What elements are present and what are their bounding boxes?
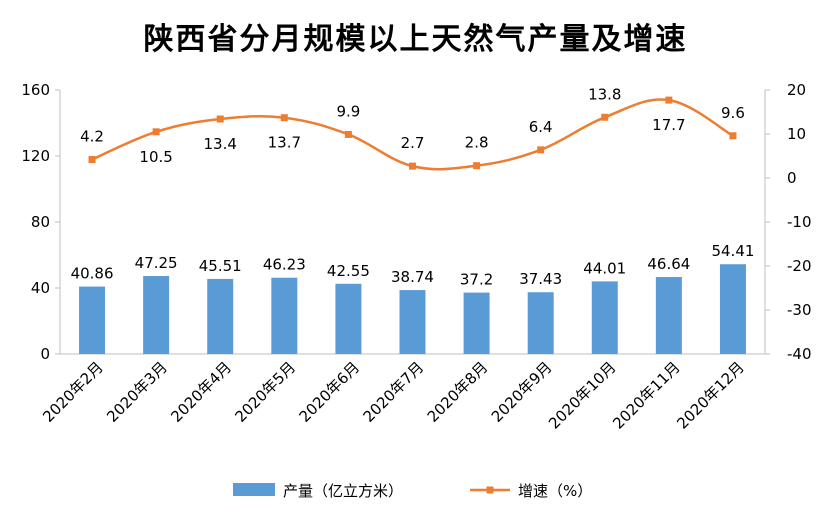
legend-bar-label: 产量（亿立方米）	[283, 482, 403, 500]
bar	[335, 283, 362, 354]
growth-data-label: 13.8	[588, 85, 621, 103]
x-tick-label: 2020年10月	[545, 358, 619, 432]
growth-marker	[88, 156, 96, 164]
bar-data-label: 37.43	[519, 270, 562, 288]
chart-title: 陕西省分月规模以上天然气产量及增速	[143, 22, 688, 57]
growth-marker	[280, 114, 288, 122]
growth-data-label: 13.7	[268, 134, 301, 152]
growth-data-label: 6.4	[529, 118, 553, 136]
growth-marker	[729, 132, 737, 140]
growth-marker	[665, 96, 673, 104]
growth-marker	[152, 128, 160, 136]
bar	[399, 290, 426, 354]
y-left-tick-label: 80	[31, 213, 50, 231]
y-right-tick-label: -30	[787, 301, 812, 319]
growth-marker	[409, 162, 416, 170]
x-tick-label: 2020年8月	[424, 358, 492, 426]
x-tick-label: 2020年5月	[231, 358, 299, 426]
growth-marker	[537, 146, 545, 154]
y-right-tick-label: -10	[787, 213, 812, 231]
growth-data-label: 9.9	[336, 102, 360, 120]
y-right-tick-label: 20	[787, 81, 806, 99]
bar-data-label: 46.23	[263, 256, 306, 274]
bar	[655, 277, 682, 354]
y-right-tick-label: -20	[787, 257, 812, 275]
y-left-tick-label: 120	[21, 147, 50, 165]
bar-data-label: 38.74	[391, 268, 434, 286]
growth-data-label: 4.2	[80, 128, 104, 146]
bar-data-label: 42.55	[327, 262, 370, 280]
y-left-tick-label: 40	[31, 279, 50, 297]
y-left-tick-label: 0	[40, 345, 50, 363]
x-tick-label: 2020年4月	[167, 358, 235, 426]
growth-data-label: 10.5	[139, 148, 172, 166]
x-tick-label: 2020年9月	[488, 358, 556, 426]
bar	[463, 292, 490, 354]
y-right-tick-label: 0	[787, 169, 797, 187]
y-right-tick-label: -40	[787, 345, 812, 363]
y-right-tick-label: 10	[787, 125, 806, 143]
bar-data-label: 46.64	[647, 255, 690, 273]
bar	[271, 277, 298, 354]
growth-data-label: 17.7	[652, 116, 685, 134]
legend-line-marker	[486, 486, 494, 494]
growth-marker	[216, 115, 224, 123]
legend-line-label: 增速（%）	[518, 482, 592, 500]
bar	[719, 264, 746, 354]
bar-data-label: 45.51	[199, 257, 242, 275]
x-tick-label: 2020年6月	[296, 358, 364, 426]
bar-data-label: 54.41	[711, 242, 754, 260]
growth-marker	[601, 113, 609, 121]
bar	[79, 286, 106, 354]
growth-data-label: 2.7	[401, 134, 425, 152]
x-tick-label: 2020年11月	[609, 358, 683, 432]
x-tick-label: 2020年7月	[360, 358, 428, 426]
growth-data-label: 13.4	[204, 135, 237, 153]
x-tick-label: 2020年3月	[103, 358, 171, 426]
y-left-tick-label: 160	[21, 81, 50, 99]
bar-data-label: 37.2	[460, 271, 493, 289]
growth-marker	[344, 130, 352, 138]
bar	[527, 292, 554, 354]
legend-bar-swatch	[233, 483, 275, 496]
bar-data-label: 40.86	[71, 265, 114, 283]
x-tick-label: 2020年12月	[673, 358, 747, 432]
bar	[207, 278, 234, 354]
x-tick-label: 2020年2月	[39, 358, 107, 426]
bar	[143, 276, 170, 354]
bar-data-label: 47.25	[135, 254, 178, 272]
growth-data-label: 2.8	[465, 134, 489, 152]
bar	[591, 281, 618, 354]
bar-data-label: 44.01	[583, 259, 626, 277]
growth-data-label: 9.6	[721, 104, 745, 122]
growth-marker	[473, 162, 481, 170]
